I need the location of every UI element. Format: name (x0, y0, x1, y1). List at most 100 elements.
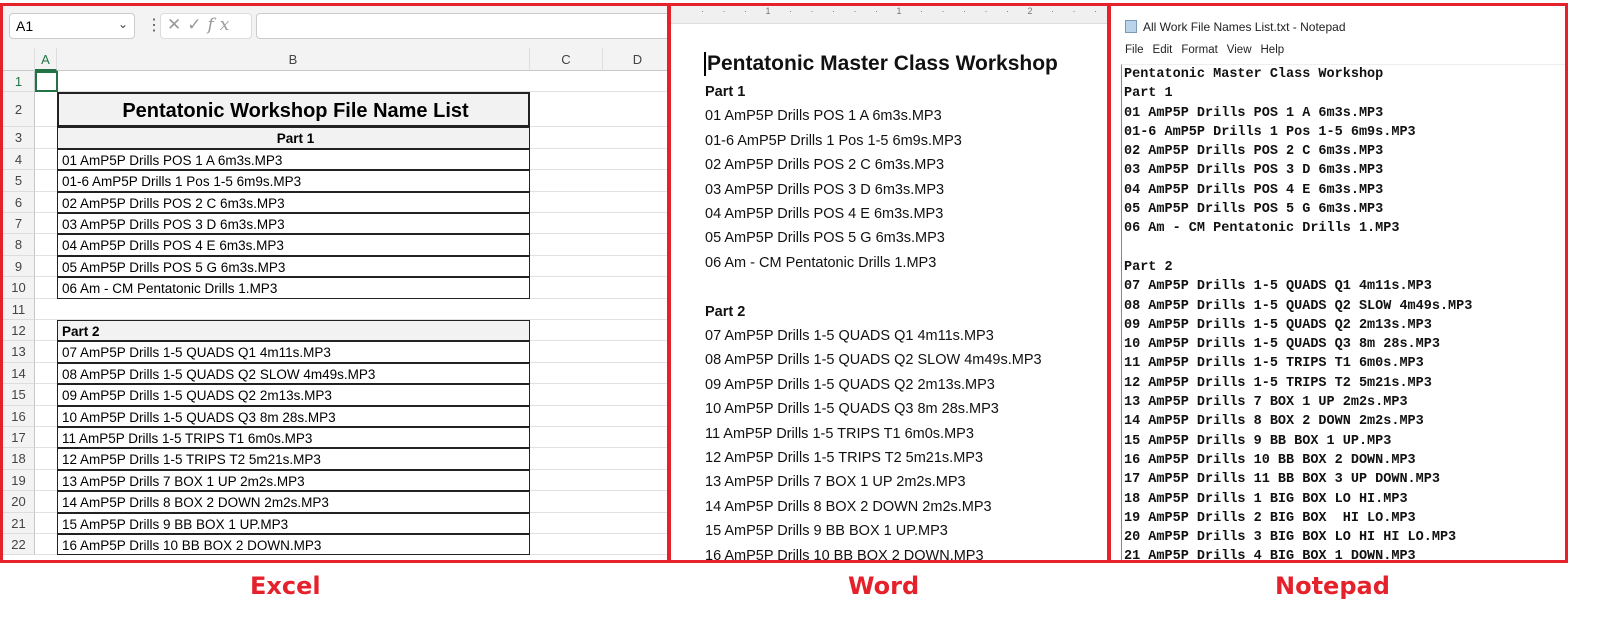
notepad-icon (1125, 20, 1137, 33)
row-header[interactable]: 22 (3, 534, 35, 556)
text-area[interactable]: Pentatonic Master Class Workshop Part 1 01… (1121, 64, 1565, 560)
file-name-cell[interactable]: 13 AmP5P Drills 7 BOX 1 UP 2m2s.MP3 (57, 469, 530, 492)
row-header[interactable]: 20 (3, 491, 35, 513)
row-header[interactable]: 8 (3, 234, 35, 256)
chevron-down-icon[interactable]: ⌄ (117, 17, 128, 31)
section-header-cell[interactable]: Part 1 (57, 127, 530, 149)
cancel-icon[interactable]: ✕ (167, 15, 188, 34)
text-line: 02 AmP5P Drills POS 2 C 6m3s.MP3 (1124, 144, 1384, 160)
row-header[interactable]: 17 (3, 427, 35, 449)
file-name-cell[interactable]: 01 AmP5P Drills POS 1 A 6m3s.MP3 (57, 148, 530, 171)
file-name-cell[interactable]: 07 AmP5P Drills 1-5 QUADS Q1 4m11s.MP3 (57, 341, 530, 363)
column-header[interactable]: C (530, 48, 603, 71)
file-name-cell[interactable]: 01-6 AmP5P Drills 1 Pos 1-5 6m9s.MP3 (57, 170, 530, 192)
file-name-cell[interactable]: 09 AmP5P Drills 1-5 QUADS Q2 2m13s.MP3 (57, 384, 530, 406)
text-line: Part 2 (1124, 259, 1173, 275)
row-header[interactable]: 18 (3, 448, 35, 470)
ruler[interactable]: · · · 1 · · · · · 1 · · · · · 2 · · · · … (671, 6, 1107, 24)
enter-icon[interactable]: ✓ (187, 15, 208, 34)
name-box[interactable]: A1 ⌄ (9, 13, 135, 39)
word-window: · · · 1 · · · · · 1 · · · · · 2 · · · · … (668, 3, 1110, 563)
row-header[interactable]: 12 (3, 320, 35, 342)
row-header[interactable]: 15 (3, 384, 35, 406)
text-line: 09 AmP5P Drills 1-5 QUADS Q2 2m13s.MP3 (1124, 317, 1432, 333)
row-header[interactable]: 3 (3, 127, 35, 149)
row-header[interactable]: 6 (3, 191, 35, 213)
text-line: 04 AmP5P Drills POS 4 E 6m3s.MP3 (1124, 182, 1384, 198)
row-header[interactable]: 7 (3, 213, 35, 235)
file-name-cell[interactable]: 14 AmP5P Drills 8 BOX 2 DOWN 2m2s.MP3 (57, 491, 530, 513)
menu-view[interactable]: View (1226, 44, 1252, 56)
menu-file[interactable]: File (1125, 44, 1144, 56)
paragraph[interactable]: 08 AmP5P Drills 1-5 QUADS Q2 SLOW 4m49s.… (705, 352, 1042, 369)
paragraph[interactable]: 12 AmP5P Drills 1-5 TRIPS T2 5m21s.MP3 (705, 450, 984, 466)
column-header[interactable]: D (603, 48, 667, 71)
window-title: All Work File Names List.txt - Notepad (1125, 20, 1346, 34)
section-heading[interactable]: Part 2 (705, 303, 746, 320)
text-line (1124, 239, 1565, 258)
paragraph[interactable]: 09 AmP5P Drills 1-5 QUADS Q2 2m13s.MP3 (705, 376, 995, 393)
paragraph[interactable]: 07 AmP5P Drills 1-5 QUADS Q1 4m11s.MP3 (705, 328, 994, 344)
text-line: 14 AmP5P Drills 8 BOX 2 DOWN 2m2s.MP3 (1124, 414, 1424, 430)
section-heading[interactable]: Part 1 (705, 84, 746, 100)
file-name-cell[interactable]: 11 AmP5P Drills 1-5 TRIPS T1 6m0s.MP3 (57, 427, 530, 449)
row-header[interactable]: 16 (3, 405, 35, 427)
document-title[interactable]: Pentatonic Master Class Workshop (704, 52, 1058, 76)
section-header-cell[interactable]: Pentatonic Workshop File Name List (57, 92, 530, 128)
menu-help[interactable]: Help (1260, 44, 1285, 56)
menu-bar: File Edit Format View Help (1125, 44, 1293, 56)
paragraph[interactable]: 16 AmP5P Drills 10 BB BOX 2 DOWN.MP3 (705, 547, 984, 563)
row-header[interactable]: 10 (3, 277, 35, 299)
file-name-cell[interactable]: 10 AmP5P Drills 1-5 QUADS Q3 8m 28s.MP3 (57, 405, 530, 427)
file-name-cell[interactable]: 05 AmP5P Drills POS 5 G 6m3s.MP3 (57, 255, 530, 278)
paragraph[interactable]: 03 AmP5P Drills POS 3 D 6m3s.MP3 (705, 181, 945, 198)
paragraph[interactable]: 11 AmP5P Drills 1-5 TRIPS T1 6m0s.MP3 (705, 425, 974, 442)
paragraph[interactable]: 15 AmP5P Drills 9 BB BOX 1 UP.MP3 (705, 523, 948, 540)
column-header[interactable]: A (35, 48, 57, 71)
file-name-cell[interactable]: 04 AmP5P Drills POS 4 E 6m3s.MP3 (57, 234, 530, 256)
row-header[interactable]: 21 (3, 512, 35, 534)
row-header[interactable]: 9 (3, 255, 35, 278)
paragraph[interactable]: 02 AmP5P Drills POS 2 C 6m3s.MP3 (705, 157, 945, 174)
text-line: 10 AmP5P Drills 1-5 QUADS Q3 8m 28s.MP3 (1124, 337, 1440, 353)
column-header[interactable]: B (57, 48, 530, 71)
selected-cell-a1[interactable] (35, 71, 58, 93)
row-header[interactable]: 19 (3, 469, 35, 492)
row-header[interactable]: 13 (3, 341, 35, 363)
file-name-cell[interactable]: 12 AmP5P Drills 1-5 TRIPS T2 5m21s.MP3 (57, 448, 530, 470)
paragraph[interactable]: 01-6 AmP5P Drills 1 Pos 1-5 6m9s.MP3 (705, 132, 962, 149)
paragraph[interactable]: 05 AmP5P Drills POS 5 G 6m3s.MP3 (705, 230, 945, 247)
text-line: 05 AmP5P Drills POS 5 G 6m3s.MP3 (1124, 202, 1384, 218)
text-line: 21 AmP5P Drills 4 BIG BOX 1 DOWN.MP3 (1124, 549, 1416, 563)
file-name-cell[interactable]: 03 AmP5P Drills POS 3 D 6m3s.MP3 (57, 213, 530, 235)
select-all-corner[interactable] (3, 48, 35, 71)
menu-format[interactable]: Format (1181, 44, 1218, 56)
row-header[interactable]: 4 (3, 148, 35, 171)
gridline (530, 71, 531, 560)
menu-edit[interactable]: Edit (1152, 44, 1173, 56)
paragraph[interactable]: 01 AmP5P Drills POS 1 A 6m3s.MP3 (705, 108, 942, 125)
row-header[interactable]: 11 (3, 298, 35, 320)
row-header[interactable]: 2 (3, 92, 35, 128)
formula-input[interactable] (256, 13, 667, 39)
paragraph[interactable]: 13 AmP5P Drills 7 BOX 1 UP 2m2s.MP3 (705, 474, 966, 491)
insert-function-icon[interactable]: fx (207, 15, 236, 35)
file-name-cell[interactable]: 15 AmP5P Drills 9 BB BOX 1 UP.MP3 (57, 512, 530, 534)
gridline (603, 71, 604, 560)
paragraph[interactable]: 06 Am - CM Pentatonic Drills 1.MP3 (705, 254, 937, 271)
section-header-cell[interactable]: Part 2 (57, 320, 530, 342)
excel-window: A1 ⌄ ⋮ ✕✓fx A B C D 1 2 Pentatonic Workshop Fil… (0, 3, 670, 563)
paragraph[interactable]: 10 AmP5P Drills 1-5 QUADS Q3 8m 28s.MP3 (705, 401, 999, 418)
text-line: 20 AmP5P Drills 3 BIG BOX LO HI HI LO.MP… (1124, 530, 1457, 546)
file-name-cell[interactable]: 06 Am - CM Pentatonic Drills 1.MP3 (57, 277, 530, 299)
paragraph[interactable]: 14 AmP5P Drills 8 BOX 2 DOWN 2m2s.MP3 (705, 498, 992, 515)
file-name-cell[interactable]: 16 AmP5P Drills 10 BB BOX 2 DOWN.MP3 (57, 534, 530, 556)
paragraph[interactable]: 04 AmP5P Drills POS 4 E 6m3s.MP3 (705, 206, 944, 222)
row-header[interactable]: 5 (3, 170, 35, 192)
row-header[interactable]: 1 (3, 71, 35, 93)
file-name-cell[interactable]: 02 AmP5P Drills POS 2 C 6m3s.MP3 (57, 191, 530, 213)
row-header[interactable]: 14 (3, 362, 35, 385)
file-name-cell[interactable]: 08 AmP5P Drills 1-5 QUADS Q2 SLOW 4m49s.… (57, 362, 530, 385)
more-options-icon[interactable]: ⋮ (146, 17, 162, 34)
caption-notepad: Notepad (1275, 572, 1390, 600)
